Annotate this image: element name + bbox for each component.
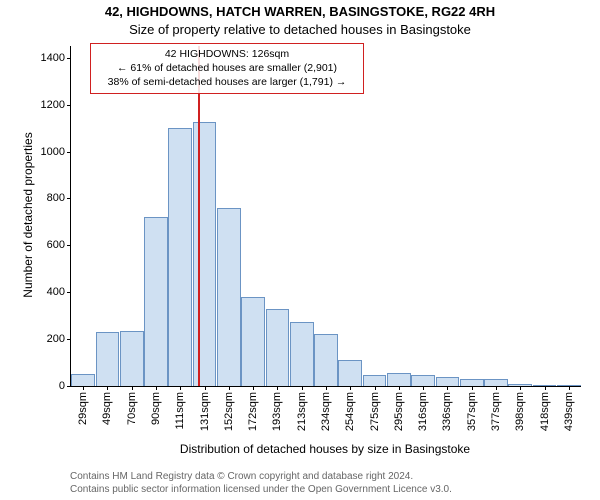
- histogram-bar: [144, 217, 168, 386]
- x-tick-mark: [472, 386, 473, 390]
- chart-title-1: 42, HIGHDOWNS, HATCH WARREN, BASINGSTOKE…: [0, 4, 600, 19]
- histogram-bar: [363, 375, 387, 386]
- histogram-bar: [290, 322, 314, 386]
- histogram-bar: [484, 379, 508, 386]
- y-tick-label: 400: [47, 286, 65, 298]
- x-tick-label: 49sqm: [101, 392, 113, 425]
- x-tick-mark: [399, 386, 400, 390]
- x-tick-mark: [205, 386, 206, 390]
- histogram-bar: [387, 373, 411, 386]
- y-tick-mark: [67, 152, 71, 153]
- x-tick-mark: [83, 386, 84, 390]
- histogram-bar: [460, 379, 484, 386]
- info-line-3: 38% of semi-detached houses are larger (…: [97, 75, 357, 89]
- info-line-1: 42 HIGHDOWNS: 126sqm: [97, 47, 357, 61]
- histogram-bar: [411, 375, 435, 386]
- x-tick-label: 254sqm: [344, 392, 356, 431]
- x-tick-label: 316sqm: [417, 392, 429, 431]
- x-tick-label: 234sqm: [320, 392, 332, 431]
- y-tick-label: 600: [47, 239, 65, 251]
- histogram-bar: [71, 374, 95, 386]
- x-tick-label: 90sqm: [150, 392, 162, 425]
- histogram-bar: [241, 297, 265, 386]
- histogram-bar: [217, 208, 241, 386]
- x-tick-label: 336sqm: [441, 392, 453, 431]
- histogram-bar: [266, 309, 290, 386]
- histogram-bar: [436, 377, 460, 386]
- y-tick-label: 1200: [41, 99, 65, 111]
- histogram-bar: [168, 128, 192, 386]
- x-tick-mark: [156, 386, 157, 390]
- x-tick-mark: [253, 386, 254, 390]
- x-tick-label: 131sqm: [199, 392, 211, 431]
- x-axis-label: Distribution of detached houses by size …: [70, 442, 580, 456]
- x-tick-mark: [277, 386, 278, 390]
- x-tick-mark: [569, 386, 570, 390]
- x-tick-label: 418sqm: [539, 392, 551, 431]
- footer-attribution: Contains HM Land Registry data © Crown c…: [70, 470, 452, 496]
- x-tick-mark: [229, 386, 230, 390]
- x-tick-label: 152sqm: [223, 392, 235, 431]
- histogram-bar: [96, 332, 120, 386]
- plot-area: 020040060080010001200140029sqm49sqm70sqm…: [70, 46, 581, 387]
- x-tick-mark: [447, 386, 448, 390]
- y-tick-label: 200: [47, 333, 65, 345]
- y-tick-label: 1000: [41, 146, 65, 158]
- x-tick-mark: [107, 386, 108, 390]
- y-tick-label: 800: [47, 192, 65, 204]
- x-tick-mark: [520, 386, 521, 390]
- y-tick-mark: [67, 339, 71, 340]
- x-tick-label: 377sqm: [490, 392, 502, 431]
- x-tick-label: 439sqm: [563, 392, 575, 431]
- y-tick-mark: [67, 198, 71, 199]
- histogram-bar: [193, 122, 217, 386]
- x-tick-label: 29sqm: [77, 392, 89, 425]
- y-tick-mark: [67, 105, 71, 106]
- y-tick-mark: [67, 386, 71, 387]
- property-marker-line: [198, 46, 200, 386]
- x-tick-label: 70sqm: [126, 392, 138, 425]
- footer-line-2: Contains public sector information licen…: [70, 483, 452, 496]
- y-tick-label: 1400: [41, 52, 65, 64]
- x-tick-label: 193sqm: [271, 392, 283, 431]
- x-tick-mark: [496, 386, 497, 390]
- histogram-bar: [338, 360, 362, 386]
- x-tick-label: 275sqm: [369, 392, 381, 431]
- y-tick-mark: [67, 245, 71, 246]
- chart-title-2: Size of property relative to detached ho…: [0, 22, 600, 37]
- info-line-2: ← 61% of detached houses are smaller (2,…: [97, 61, 357, 75]
- x-tick-mark: [350, 386, 351, 390]
- y-tick-label: 0: [59, 380, 65, 392]
- histogram-bar: [120, 331, 144, 386]
- x-tick-mark: [302, 386, 303, 390]
- x-tick-label: 111sqm: [174, 392, 186, 430]
- x-tick-mark: [326, 386, 327, 390]
- x-tick-label: 213sqm: [296, 392, 308, 431]
- x-tick-mark: [545, 386, 546, 390]
- x-tick-label: 357sqm: [466, 392, 478, 431]
- x-tick-label: 398sqm: [514, 392, 526, 431]
- y-tick-mark: [67, 292, 71, 293]
- info-box: 42 HIGHDOWNS: 126sqm ← 61% of detached h…: [90, 43, 364, 94]
- y-axis-label: Number of detached properties: [21, 115, 35, 315]
- x-tick-label: 295sqm: [393, 392, 405, 431]
- y-tick-mark: [67, 58, 71, 59]
- x-tick-mark: [375, 386, 376, 390]
- x-tick-mark: [423, 386, 424, 390]
- histogram-bar: [314, 334, 338, 386]
- x-tick-label: 172sqm: [247, 392, 259, 431]
- chart-container: 42, HIGHDOWNS, HATCH WARREN, BASINGSTOKE…: [0, 0, 600, 500]
- footer-line-1: Contains HM Land Registry data © Crown c…: [70, 470, 452, 483]
- x-tick-mark: [132, 386, 133, 390]
- x-tick-mark: [180, 386, 181, 390]
